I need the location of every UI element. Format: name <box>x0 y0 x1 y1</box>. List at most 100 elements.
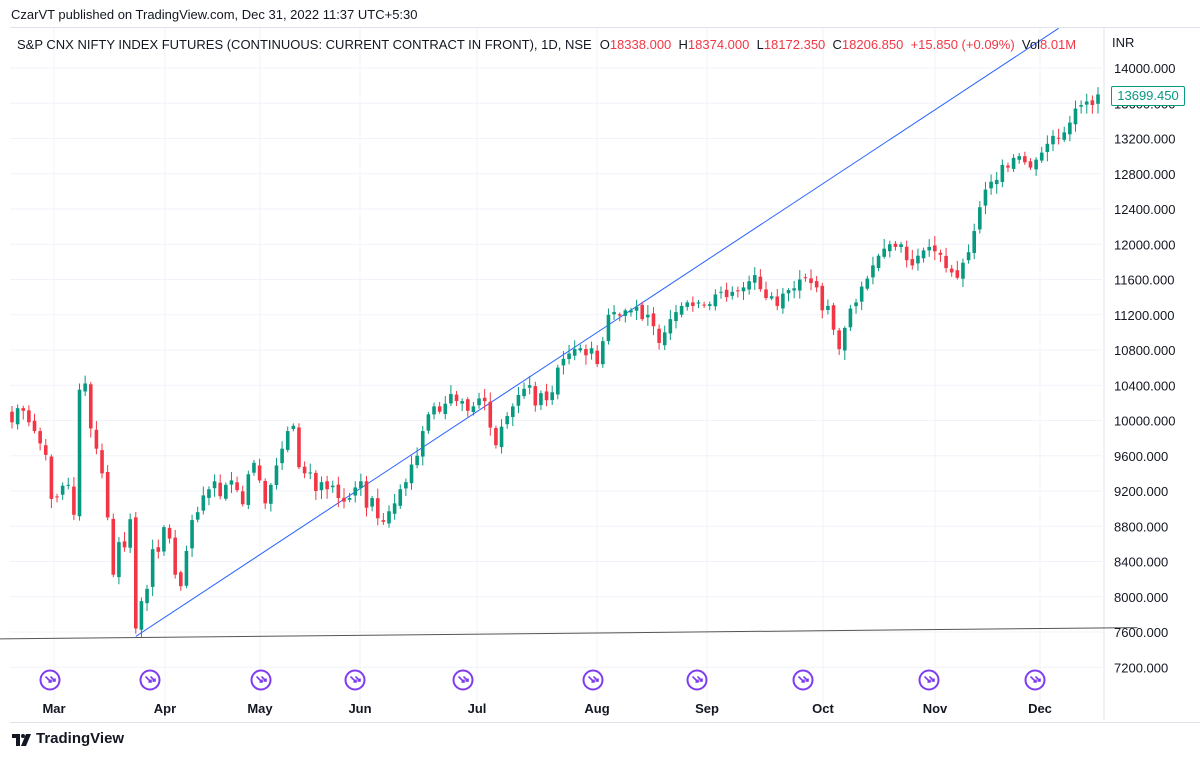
candle-body <box>578 348 583 351</box>
candle <box>893 240 898 251</box>
candle <box>60 482 65 500</box>
candle <box>634 299 639 321</box>
event-marker-icon[interactable] <box>250 669 272 691</box>
candle <box>556 364 560 400</box>
candle <box>162 525 166 556</box>
candle-body <box>370 498 374 507</box>
candle <box>859 281 864 311</box>
event-marker-icon[interactable] <box>792 669 814 691</box>
candle-body <box>527 385 532 388</box>
event-marker-icon[interactable] <box>39 669 61 691</box>
candle <box>224 482 228 501</box>
candle <box>882 238 886 259</box>
candle-body <box>646 314 650 318</box>
candle-body <box>544 391 549 401</box>
candle-body <box>190 520 194 549</box>
event-marker-icon[interactable] <box>139 669 161 691</box>
candle <box>595 345 600 368</box>
candle <box>781 287 785 314</box>
event-marker-icon[interactable] <box>344 669 366 691</box>
candle-body <box>454 394 459 402</box>
candle <box>308 463 313 480</box>
candle <box>606 308 611 345</box>
candle <box>1006 162 1010 173</box>
event-marker-icon[interactable] <box>452 669 474 691</box>
candle <box>668 309 673 340</box>
candle <box>122 531 127 552</box>
candle <box>49 454 54 509</box>
candle <box>499 419 504 454</box>
candle <box>201 486 206 515</box>
candle <box>280 441 284 471</box>
candle-body <box>49 456 54 499</box>
candle <box>938 249 943 262</box>
candle-body <box>775 296 780 306</box>
candle <box>195 506 200 523</box>
candle-body <box>117 542 121 578</box>
candle <box>212 474 217 497</box>
candle-body <box>1051 135 1055 145</box>
candle-body <box>212 481 217 489</box>
candle <box>190 514 194 558</box>
candle <box>916 248 920 271</box>
y-tick-label: 7200.000 <box>1114 660 1168 675</box>
candle <box>392 493 397 520</box>
candle <box>736 286 740 298</box>
candle-body <box>263 480 268 504</box>
y-tick-label: 11200.000 <box>1114 308 1175 323</box>
event-marker-icon[interactable] <box>918 669 940 691</box>
candle-body <box>179 572 183 587</box>
candle-body <box>730 291 735 296</box>
event-marker-icon[interactable] <box>582 669 604 691</box>
candle-body <box>809 278 813 284</box>
candle-body <box>747 281 751 290</box>
candle <box>1084 93 1089 114</box>
tradingview-footer[interactable]: TradingView <box>12 730 124 747</box>
candle-body <box>685 302 690 307</box>
change-value: +15.850 (+0.09%) <box>910 37 1015 52</box>
candle <box>257 458 262 483</box>
candle-body <box>94 429 99 449</box>
candle-body <box>983 189 988 206</box>
candle <box>229 472 234 494</box>
candle-body <box>201 495 206 511</box>
candle <box>1017 153 1022 164</box>
candle <box>94 421 99 455</box>
candle <box>1096 87 1100 114</box>
y-tick-label: 8400.000 <box>1114 555 1168 570</box>
candle <box>235 476 239 493</box>
candle-body <box>72 486 76 515</box>
candle-body <box>696 302 701 304</box>
candle-body <box>269 484 273 504</box>
candle <box>623 308 628 323</box>
candle-body <box>629 310 633 313</box>
candle <box>1056 128 1061 145</box>
y-tick-label: 11600.000 <box>1114 273 1175 288</box>
candle <box>347 492 352 503</box>
candle <box>72 476 76 521</box>
event-arrow <box>1030 676 1041 683</box>
candle-body <box>899 244 903 248</box>
time-axis: Mar Apr May Jun Jul Aug Sep Oct Nov Dec <box>42 701 1051 716</box>
candle-body <box>359 481 363 489</box>
candle <box>246 470 251 510</box>
candle-body <box>572 349 577 356</box>
candle-body <box>1073 108 1078 125</box>
candle <box>961 258 965 288</box>
candle <box>184 545 189 589</box>
event-markers <box>39 669 1046 691</box>
event-marker-icon[interactable] <box>686 669 708 691</box>
event-marker-icon[interactable] <box>1024 669 1046 691</box>
candle <box>792 280 796 299</box>
candle-body <box>668 319 673 334</box>
candle <box>707 301 712 311</box>
candle <box>88 381 93 438</box>
candle-body <box>426 414 431 431</box>
candle-body <box>150 549 155 587</box>
candle <box>505 412 509 429</box>
candle-body <box>584 349 588 356</box>
candle <box>330 480 335 493</box>
candle-body <box>516 394 521 406</box>
candle-body <box>415 455 419 466</box>
